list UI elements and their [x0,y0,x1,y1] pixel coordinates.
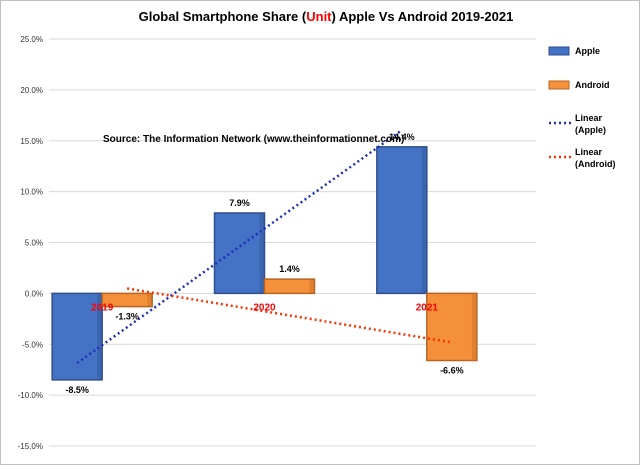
bar-apple-2020 [213,212,266,295]
bar-apple-2021 [376,146,428,295]
legend-swatch-apple [548,46,570,56]
y-axis-ticks: -15.0% -10.0% -5.0% 0.0% 5.0% 10.0% 15.0% 20.0%… [18,35,43,451]
y-tick-label: 15.0% [20,137,43,146]
bar-shade [97,293,103,380]
source-annotation: Source: The Information Network (www.the… [103,134,404,145]
data-label: 1.4% [279,264,300,274]
gridlines [49,38,536,447]
bar-shade [421,146,427,294]
y-tick-label: -10.0% [18,391,43,400]
legend-label: Linear (Apple) [575,113,606,135]
data-label: -1.3% [115,312,139,322]
bars [51,146,478,381]
data-label: 14.4% [389,132,415,142]
trendlines [76,129,453,365]
y-tick-label: 25.0% [20,35,43,44]
data-label: -6.6% [440,366,464,376]
trendline-apple [76,129,403,365]
bar-android-2021 [426,292,478,362]
legend: Apple Android Linear (Apple) Linear (Android) [548,46,616,169]
y-tick-label: 5.0% [25,239,43,248]
bar-shade [147,293,153,307]
chart-title-accent: Unit [306,9,332,24]
x-category-label: 2019 [91,302,114,313]
legend-label: Android [575,80,610,90]
bar-shade [309,279,315,294]
legend-label: Apple [575,46,600,56]
trendline-android [126,287,453,344]
y-tick-label: -5.0% [22,340,43,349]
data-labels: -8.5% 7.9% 14.4% -1.3% 1.4% -6.6% [65,132,463,395]
y-tick-label: 0.0% [25,289,43,298]
x-category-label: 2020 [253,302,276,313]
y-tick-label: 10.0% [20,188,43,197]
bar-android-2019 [101,292,153,308]
category-labels: 2019 2020 2021 [91,302,438,313]
bar-android-2020 [263,278,316,295]
data-label: -8.5% [65,385,89,395]
legend-swatch-android [548,80,570,90]
chart-title-part-3: ) Apple Vs Android 2019-2021 [332,9,514,24]
y-tick-label: 20.0% [20,86,43,95]
x-category-label: 2021 [416,302,439,313]
chart-title: Global Smartphone Share (Unit) Apple Vs … [139,9,514,24]
y-tick-label: -15.0% [18,442,43,451]
bar-shade [259,212,265,294]
chart-title-part-1: Global Smartphone Share ( [139,9,307,24]
legend-label: Linear (Android) [575,147,616,169]
data-label: 7.9% [229,198,250,208]
bar-shade [471,293,477,361]
bar-apple-2019 [51,292,103,381]
